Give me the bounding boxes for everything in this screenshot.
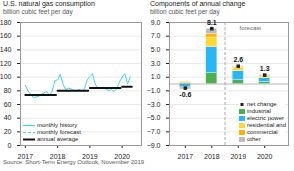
- svg-text:7.0: 7.0: [151, 32, 161, 39]
- svg-text:100: 100: [0, 73, 12, 80]
- svg-text:−7.0: −7.0: [147, 128, 161, 135]
- svg-text:5.0: 5.0: [151, 46, 161, 53]
- svg-text:forecast: forecast: [240, 24, 262, 30]
- svg-text:−3.0: −3.0: [147, 100, 161, 107]
- svg-text:2019: 2019: [230, 153, 246, 159]
- svg-text:2018: 2018: [50, 153, 66, 159]
- svg-text:−1.0: −1.0: [147, 87, 161, 94]
- svg-text:2018: 2018: [204, 153, 220, 159]
- svg-text:8.1: 8.1: [207, 18, 217, 25]
- html-text:industrial: industrial: [247, 107, 271, 114]
- svg-text:3.0: 3.0: [151, 59, 161, 66]
- svg-text:1.0: 1.0: [151, 73, 161, 80]
- html-text:annual average: annual average: [37, 135, 79, 142]
- html-text:residential and: residential and: [247, 121, 286, 128]
- svg-text:20: 20: [4, 128, 12, 135]
- html-text:U.S. natural gas consumption: U.S. natural gas consumption: [3, 0, 95, 7]
- svg-text:2020: 2020: [114, 153, 130, 159]
- html-text:monthly forecast: monthly forecast: [37, 128, 81, 135]
- html-text:net change: net change: [247, 100, 277, 107]
- svg-text:2017: 2017: [178, 153, 194, 159]
- svg-text:180: 180: [0, 18, 12, 25]
- svg-text:140: 140: [0, 46, 12, 53]
- html-text:Source: Short-Term Energy Outl: Source: Short-Term Energy Outlook, Novem…: [3, 158, 145, 165]
- svg-text:2.6: 2.6: [233, 56, 243, 63]
- html-text:billion cubic feet per day: billion cubic feet per day: [3, 8, 73, 15]
- html-text:billion cubic feet per day: billion cubic feet per day: [150, 8, 220, 15]
- svg-text:120: 120: [0, 59, 12, 66]
- svg-text:1.3: 1.3: [260, 65, 270, 72]
- html-text:monthly history: monthly history: [37, 121, 78, 128]
- html-text:electric power: electric power: [247, 114, 284, 121]
- svg-text:40: 40: [4, 114, 12, 121]
- svg-text:2020: 2020: [257, 153, 273, 159]
- svg-text:2017: 2017: [18, 153, 34, 159]
- svg-text:−5.0: −5.0: [147, 114, 161, 121]
- svg-text:60: 60: [4, 100, 12, 107]
- html-text:other: other: [247, 135, 261, 142]
- svg-text:0: 0: [8, 141, 12, 148]
- svg-text:−9.0: −9.0: [147, 141, 161, 148]
- html-text:commercial: commercial: [247, 128, 278, 135]
- svg-text:80: 80: [4, 87, 12, 94]
- svg-text:2019: 2019: [82, 153, 98, 159]
- svg-text:9.0: 9.0: [151, 18, 161, 25]
- svg-text:-0.6: -0.6: [179, 91, 191, 98]
- html-text:Components of annual change: Components of annual change: [150, 0, 246, 7]
- svg-text:160: 160: [0, 32, 12, 39]
